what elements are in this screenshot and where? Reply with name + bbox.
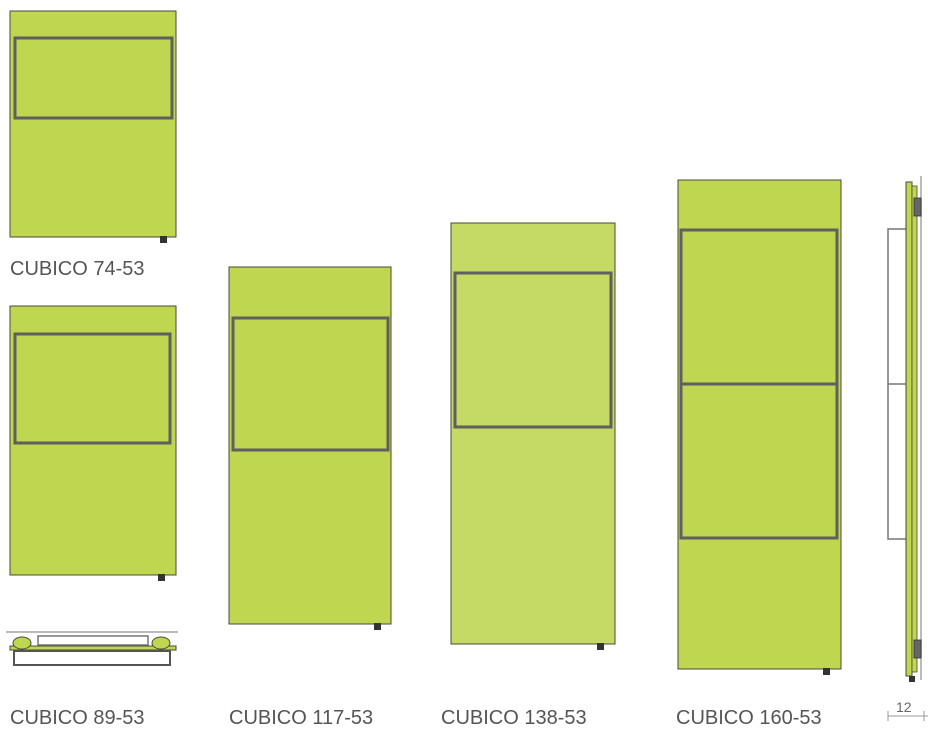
plan-left-cap <box>12 636 32 650</box>
radiator-panel <box>450 222 616 645</box>
radiator-cubico-138-53 <box>450 222 616 650</box>
model-label-117-53: CUBICO 117-53 <box>229 707 373 729</box>
towel-rail-lower <box>679 382 839 540</box>
valve-foot <box>597 643 604 650</box>
side-foot <box>909 676 915 682</box>
model-label-89-53: CUBICO 89-53 <box>10 707 145 729</box>
side-panel-back <box>911 185 918 673</box>
towel-rail <box>453 271 613 429</box>
plan-bracket <box>37 635 149 646</box>
side-dimension: 12 <box>887 699 928 721</box>
radiator-panel <box>228 266 392 625</box>
plan-rail <box>13 650 171 666</box>
radiator-side-view <box>887 176 922 682</box>
radiator-cubico-74-53 <box>9 10 177 243</box>
model-label-138-53: CUBICO 138-53 <box>441 707 587 729</box>
plan-right-cap <box>151 636 171 650</box>
side-bracket-bottom <box>913 639 922 659</box>
side-bracket-top <box>913 197 922 217</box>
model-label-160-53: CUBICO 160-53 <box>676 707 822 729</box>
radiator-cubico-89-53 <box>9 305 177 581</box>
valve-foot <box>158 574 165 581</box>
radiator-cubico-117-53 <box>228 266 392 630</box>
radiator-panel <box>9 305 177 576</box>
plan-panel <box>9 645 177 651</box>
model-label-74-53: CUBICO 74-53 <box>10 258 145 280</box>
valve-foot <box>823 668 830 675</box>
radiator-top-view <box>6 631 178 666</box>
towel-rail <box>231 316 390 452</box>
radiator-cubico-160-53 <box>677 179 842 675</box>
radiator-panel <box>677 179 842 670</box>
valve-foot <box>374 623 381 630</box>
valve-foot <box>160 236 167 243</box>
dimension-value: 12 <box>896 699 912 715</box>
towel-rail <box>13 332 172 445</box>
radiator-panel <box>9 10 177 238</box>
side-panel <box>905 181 913 677</box>
towel-rail <box>13 36 174 120</box>
